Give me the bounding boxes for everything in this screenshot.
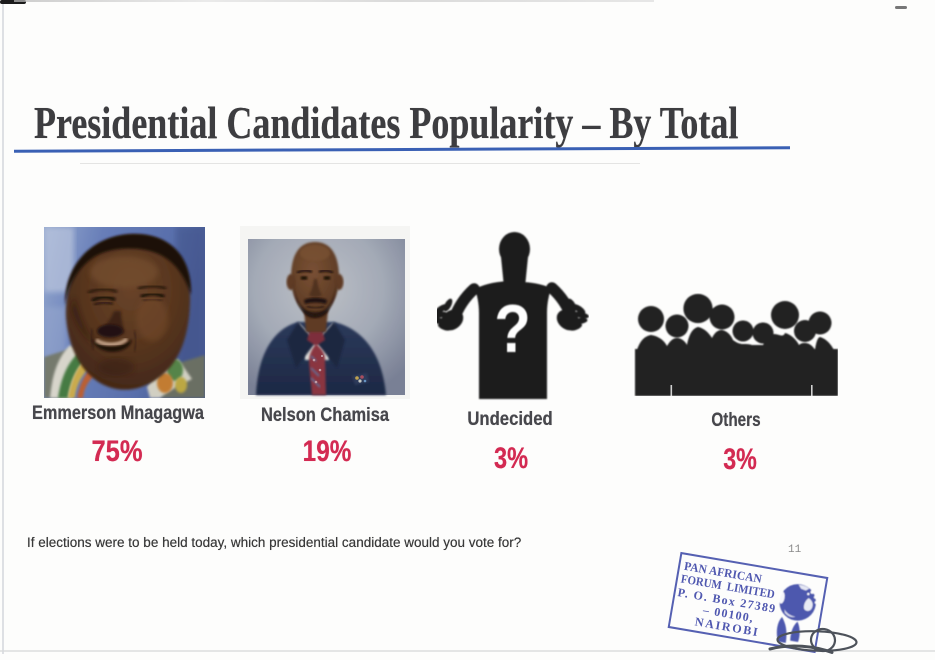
svg-text:?: ? <box>494 290 531 366</box>
